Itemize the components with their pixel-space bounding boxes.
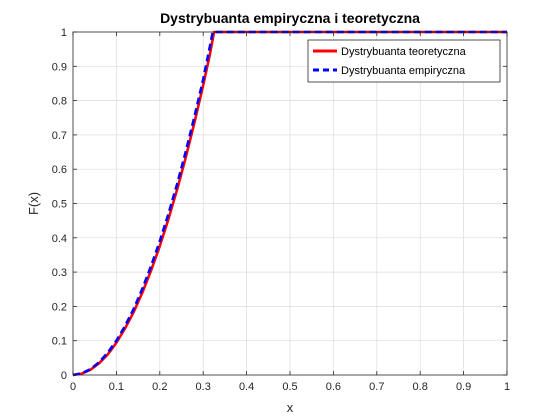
x-tick-label: 0.4 [239, 381, 254, 393]
y-axis-label: F(x) [26, 192, 41, 215]
legend: Dystrybuanta teoretyczna Dystrybuanta em… [307, 39, 501, 83]
legend-entry-teoretyczna: Dystrybuanta teoretyczna [341, 46, 467, 58]
x-tick-label: 0.8 [413, 381, 428, 393]
x-tick-label: 0.2 [152, 381, 167, 393]
y-tick-label: 0.8 [52, 96, 67, 108]
y-tick-label: 0.6 [52, 164, 67, 176]
x-tick-label: 1 [504, 381, 510, 393]
x-tick-label: 0 [70, 381, 76, 393]
y-tick-label: 1 [61, 27, 67, 39]
y-tick-label: 0.5 [52, 199, 67, 211]
y-tick-label: 0.3 [52, 267, 67, 279]
chart-title: Dystrybuanta empiryczna i teoretyczna [160, 10, 420, 26]
legend-entry-empiryczna: Dystrybuanta empiryczna [341, 65, 466, 77]
x-tick-label: 0.1 [109, 381, 124, 393]
y-tick-label: 0.7 [52, 130, 67, 142]
x-axis-label: x [287, 400, 294, 415]
ticks: 0 0.1 0.2 0.3 0.4 0.5 0.6 0.7 0.8 0.9 1 0 0.1 0.2 0.3 0… [52, 27, 510, 393]
x-tick-label: 0.5 [282, 381, 297, 393]
y-tick-label: 0.2 [52, 301, 67, 313]
y-tick-label: 0.1 [52, 336, 67, 348]
y-tick-label: 0.4 [52, 233, 67, 245]
x-tick-label: 0.6 [326, 381, 341, 393]
legend-box [307, 39, 501, 83]
y-tick-label: 0.9 [52, 61, 67, 73]
x-tick-label: 0.7 [369, 381, 384, 393]
x-tick-label: 0.9 [456, 381, 471, 393]
y-tick-label: 0 [61, 370, 67, 382]
x-tick-label: 0.3 [196, 381, 211, 393]
